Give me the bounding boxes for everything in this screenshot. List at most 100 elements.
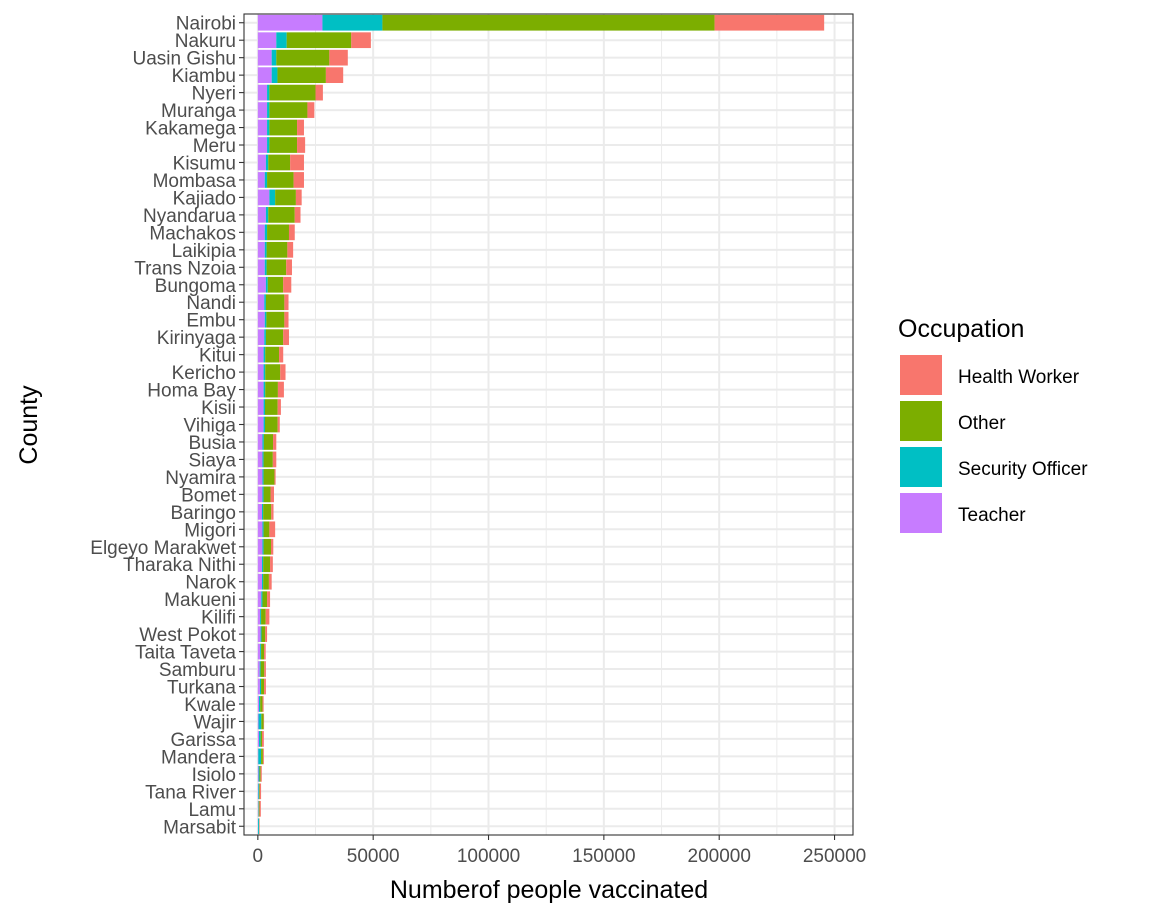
bar-segment-other xyxy=(260,696,263,712)
bar-segment-other xyxy=(261,643,265,660)
bar-segment-other xyxy=(265,381,278,398)
bar-segment-health-worker xyxy=(260,766,262,782)
bar-segment-teacher xyxy=(257,137,268,153)
bar-segment-health-worker xyxy=(277,381,284,398)
x-tick-label: 100000 xyxy=(457,846,520,867)
y-tick-label: Nandi xyxy=(186,293,236,314)
bar-segment-security-officer xyxy=(263,416,265,433)
bar-segment-security-officer xyxy=(264,294,266,311)
bar-segment-teacher xyxy=(257,224,265,241)
bar-segment-other xyxy=(276,49,330,66)
bar-segment-teacher xyxy=(257,713,259,730)
bar-segment-teacher xyxy=(257,311,265,328)
bar-segment-security-officer xyxy=(262,538,264,555)
y-tick-label: Baringo xyxy=(171,503,237,524)
y-tick-label: Kitui xyxy=(199,346,236,367)
x-tick-label: 250000 xyxy=(803,846,866,867)
bar-segment-teacher xyxy=(257,14,323,31)
bar-segment-other xyxy=(261,713,264,730)
bar-segment-health-worker xyxy=(279,346,284,363)
bar-segment-security-officer xyxy=(263,399,265,415)
grid-layer xyxy=(244,14,853,835)
bar-segment-security-officer xyxy=(264,311,267,328)
bar-segment-security-officer xyxy=(259,678,262,695)
y-tick-label: Elgeyo Marakwet xyxy=(90,538,236,559)
bar-segment-teacher xyxy=(257,661,260,677)
bar-segment-health-worker xyxy=(269,521,276,538)
bar-segment-health-worker xyxy=(286,259,292,276)
y-tick-label: Kericho xyxy=(172,363,236,384)
bar-segment-other xyxy=(265,294,285,311)
bar-segment-other xyxy=(269,102,308,118)
bar-segment-other xyxy=(261,678,265,695)
bar-segment-security-officer xyxy=(267,102,270,118)
y-tick-label: Busia xyxy=(188,433,236,454)
bar-segment-security-officer xyxy=(267,137,270,153)
bar-segment-security-officer xyxy=(261,556,264,573)
x-tick-label: 200000 xyxy=(688,846,751,867)
bar-segment-teacher xyxy=(257,381,264,398)
bar-segment-teacher xyxy=(257,451,263,468)
bar-segment-teacher xyxy=(257,678,260,695)
bar-segment-teacher xyxy=(257,731,259,747)
bar-segment-security-officer xyxy=(258,731,261,747)
bar-segment-health-worker xyxy=(264,643,266,660)
legend-label: Health Worker xyxy=(958,367,1080,388)
bar-segment-teacher xyxy=(257,154,266,171)
bar-segment-teacher xyxy=(257,32,277,49)
bar-segment-health-worker xyxy=(284,294,289,311)
bar-segment-security-officer xyxy=(258,748,262,765)
bar-segment-security-officer xyxy=(263,364,266,380)
bar-segment-security-officer xyxy=(258,818,259,835)
bar-segment-teacher xyxy=(257,84,268,101)
y-tick-label: Marsabit xyxy=(163,817,237,838)
bar-segment-security-officer xyxy=(261,503,264,520)
bar-segment-health-worker xyxy=(271,503,274,520)
legend-label: Security Officer xyxy=(958,459,1088,480)
bar-segment-health-worker xyxy=(265,626,268,642)
bar-segment-other xyxy=(263,486,271,503)
bar-segment-health-worker xyxy=(280,364,286,380)
y-tick-label: Narok xyxy=(185,573,236,594)
bar-segment-health-worker xyxy=(264,678,266,695)
legend-key xyxy=(900,355,942,395)
bar-segment-teacher xyxy=(257,67,272,83)
y-tick-label: Kisumu xyxy=(173,153,236,174)
bar-segment-other xyxy=(264,399,278,415)
bar-segment-security-officer xyxy=(271,49,277,66)
bar-segment-security-officer xyxy=(269,189,276,206)
bar-segment-health-worker xyxy=(261,731,264,747)
bar-segment-other xyxy=(263,469,275,485)
legend-key xyxy=(900,401,942,441)
bar-segment-teacher xyxy=(257,119,268,136)
bar-segment-other xyxy=(265,364,281,380)
bar-segment-other xyxy=(267,172,294,188)
y-tick-label: Muranga xyxy=(161,101,236,122)
y-tick-label: Nyeri xyxy=(192,84,236,105)
bar-segment-security-officer xyxy=(261,573,264,590)
bar-segment-other xyxy=(266,241,288,258)
legend-title: Occupation xyxy=(898,315,1024,343)
y-tick-label: Bungoma xyxy=(155,276,237,297)
bar-segment-teacher xyxy=(257,172,265,188)
bar-segment-health-worker xyxy=(284,311,289,328)
x-axis-title: Numberof people vaccinated xyxy=(390,876,708,904)
bar-segment-teacher xyxy=(257,573,262,590)
bar-segment-health-worker xyxy=(293,172,304,188)
bar-segment-security-officer xyxy=(265,154,269,171)
bar-segment-health-worker xyxy=(274,469,276,485)
bar-segment-security-officer xyxy=(271,67,278,83)
bar-segment-health-worker xyxy=(290,154,304,171)
bar-segment-other xyxy=(259,766,261,782)
y-tick-label: Migori xyxy=(184,520,236,541)
y-tick-label: Makueni xyxy=(164,590,236,611)
y-tick-label: Vihiga xyxy=(184,416,237,437)
bar-segment-teacher xyxy=(257,189,270,206)
y-tick-label: Uasin Gishu xyxy=(133,49,237,70)
y-tick-label: Trans Nzoia xyxy=(134,258,236,279)
bar-segment-security-officer xyxy=(260,643,262,660)
y-tick-label: Kilifi xyxy=(201,608,236,629)
bar-segment-other xyxy=(269,119,298,136)
